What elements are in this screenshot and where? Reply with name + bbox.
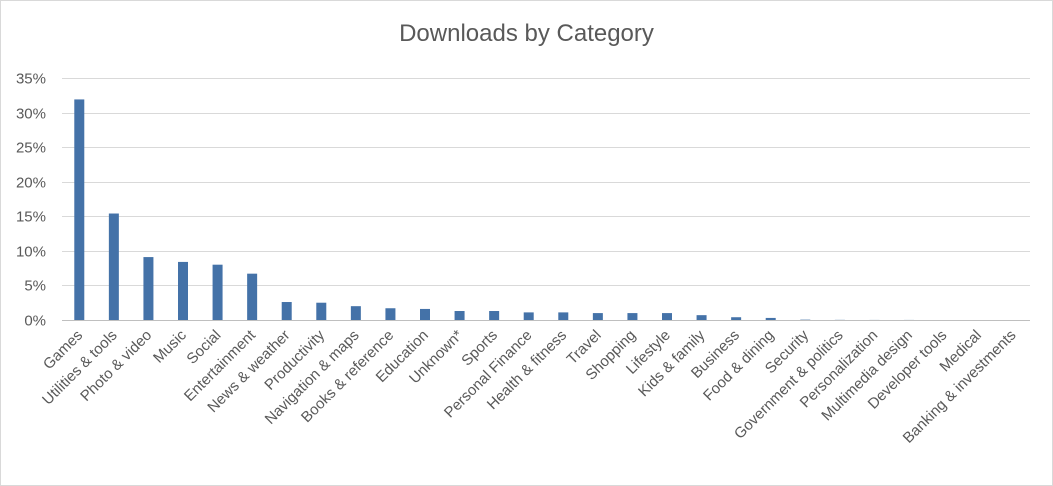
bar xyxy=(558,312,569,320)
bar xyxy=(247,273,258,320)
bar xyxy=(281,302,292,320)
bar xyxy=(765,317,776,320)
y-tick-label: 15% xyxy=(16,209,46,226)
bar xyxy=(592,313,603,320)
y-tick-label: 0% xyxy=(24,313,46,330)
bar xyxy=(489,311,500,320)
bar xyxy=(523,312,534,320)
bar xyxy=(627,313,638,320)
bar xyxy=(212,264,223,320)
bar xyxy=(316,302,327,320)
bar xyxy=(74,99,85,321)
bar xyxy=(731,317,742,320)
x-tick-label: Music xyxy=(150,326,190,366)
bar xyxy=(696,315,707,320)
y-tick-label: 20% xyxy=(16,175,46,192)
y-tick-label: 5% xyxy=(24,278,46,295)
bar xyxy=(108,213,119,320)
bar xyxy=(385,308,396,320)
bar xyxy=(350,306,361,320)
bar xyxy=(454,311,465,320)
y-tick-label: 25% xyxy=(16,140,46,157)
bar xyxy=(662,313,672,320)
bar xyxy=(143,257,154,320)
bar xyxy=(420,308,430,320)
chart-title: Downloads by Category xyxy=(399,20,654,47)
bars xyxy=(74,99,914,321)
y-tick-label: 30% xyxy=(16,106,46,123)
y-tick-label: 10% xyxy=(16,244,46,261)
bar xyxy=(178,261,188,320)
y-axis-tick-labels: 0% 5% 10% 15% 20% 25% 30% 35% xyxy=(16,71,46,330)
y-tick-label: 35% xyxy=(16,71,46,88)
gridlines xyxy=(62,78,1030,321)
